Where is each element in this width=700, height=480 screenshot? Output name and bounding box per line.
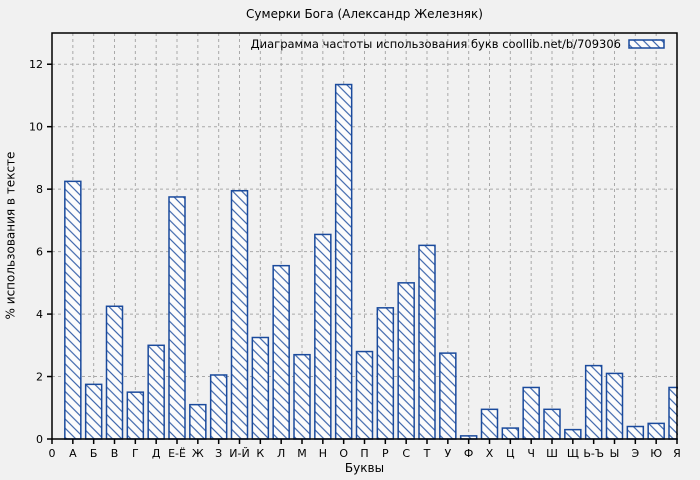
y-tick-label: 6 <box>36 246 43 259</box>
x-tick-label: Р <box>382 447 389 460</box>
bar-О <box>334 83 353 440</box>
bar-Д <box>147 344 165 440</box>
x-tick-label: Х <box>486 447 494 460</box>
bar-Ы <box>605 372 624 440</box>
x-tick-label: Ы <box>610 447 620 460</box>
bar-Р <box>376 307 395 440</box>
y-axis-label: % использования в тексте <box>3 151 18 320</box>
legend-label: Диаграмма частоты использования букв coo… <box>250 37 621 51</box>
bar-Ч <box>522 386 540 440</box>
x-tick-label: Щ <box>567 447 579 460</box>
bar-Ж <box>189 403 207 440</box>
bar-Л <box>272 264 290 440</box>
bar-Ю <box>647 422 665 440</box>
x-tick-label: Н <box>319 447 327 460</box>
y-tick-label: 2 <box>36 371 43 384</box>
x-tick-label: Ш <box>546 447 558 460</box>
bar-Н <box>314 233 332 440</box>
bar-Е-Ё <box>168 196 186 440</box>
x-tick-label: Г <box>132 447 139 460</box>
x-tick-label: М <box>297 447 307 460</box>
bar-Х <box>480 408 499 440</box>
x-tick-label: Э <box>631 447 639 460</box>
x-tick-label: 0 <box>49 447 56 460</box>
x-tick-label: Ь-Ъ <box>583 447 604 460</box>
axis-ticks <box>47 63 678 444</box>
bar-С <box>397 282 415 440</box>
x-tick-label: П <box>360 447 368 460</box>
x-tick-label: С <box>402 447 410 460</box>
bar-К <box>251 336 270 440</box>
x-tick-label: Ж <box>192 447 204 460</box>
bar-Ш <box>543 408 561 440</box>
y-tick-label: 10 <box>29 121 43 134</box>
bar-З <box>209 374 228 440</box>
bar-Б <box>84 383 103 440</box>
bar-Г <box>126 391 145 440</box>
x-tick-label: Ф <box>464 447 473 460</box>
x-tick-label: И-Й <box>229 447 249 460</box>
x-tick-label: Д <box>152 447 161 460</box>
legend: Диаграмма частоты использования букв coo… <box>251 37 665 51</box>
x-tick-label: Б <box>90 447 98 460</box>
bar-В <box>105 305 124 440</box>
y-tick-labels: 0 2 4 6 8 10 12 <box>29 58 43 446</box>
x-tick-label: К <box>256 447 264 460</box>
x-tick-label: Ч <box>527 447 535 460</box>
x-tick-labels: 0 А Б В Г Д Е-Ё Ж З И-Й К Л М Н О П Р С Т У Ф Х Ц Ч Ш Щ Ь-Ъ Ы Э Ю Я <box>49 447 681 460</box>
x-tick-label: А <box>69 447 77 460</box>
x-tick-label: О <box>339 447 348 460</box>
y-tick-label: 0 <box>36 433 43 446</box>
x-tick-label: З <box>215 447 222 460</box>
bar-Э <box>626 425 645 440</box>
legend-swatch-icon <box>628 39 665 49</box>
y-tick-label: 4 <box>36 308 43 321</box>
x-tick-label: У <box>444 447 451 460</box>
bar-Т <box>418 244 436 440</box>
x-tick-label: Е-Ё <box>168 447 186 460</box>
bar-Ц <box>501 427 520 440</box>
x-axis-label: Буквы <box>344 461 385 475</box>
bar-М <box>293 353 311 440</box>
bar-Ь-Ъ <box>584 364 603 440</box>
bars <box>64 83 678 440</box>
bar-Щ <box>564 428 582 440</box>
bar-И-Й <box>230 189 249 440</box>
x-tick-label: Ц <box>506 447 515 460</box>
bar-А <box>64 180 82 440</box>
x-tick-label: Л <box>277 447 285 460</box>
x-tick-label: Т <box>423 447 431 460</box>
y-tick-label: 12 <box>29 58 43 71</box>
bar-П <box>355 350 374 440</box>
x-tick-label: Ю <box>650 447 662 460</box>
chart-title: Сумерки Бога (Александр Железняк) <box>246 7 483 21</box>
bar-У <box>439 352 457 440</box>
x-tick-label: Я <box>673 447 681 460</box>
x-tick-label: В <box>111 447 119 460</box>
y-tick-label: 8 <box>36 183 43 196</box>
